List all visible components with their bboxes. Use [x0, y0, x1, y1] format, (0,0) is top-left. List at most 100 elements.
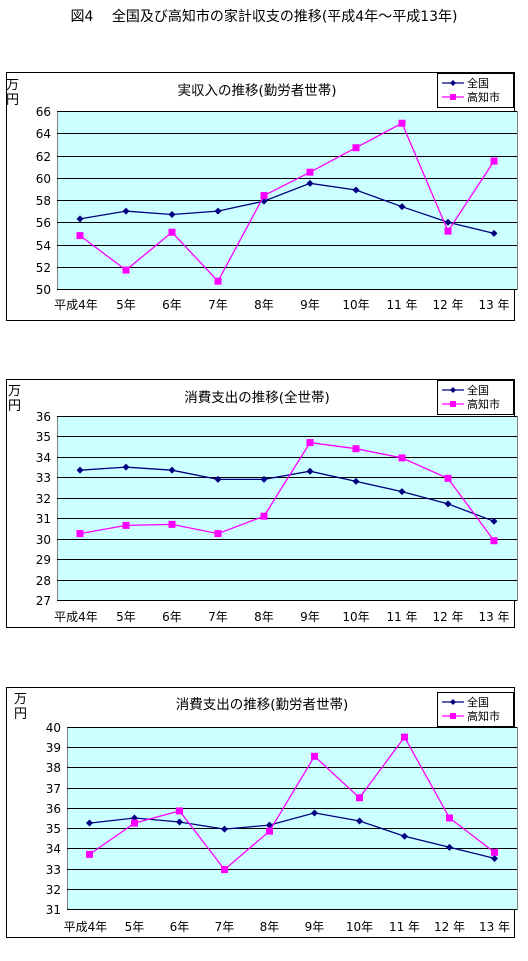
- data-point-kochi: [76, 232, 84, 240]
- y-axis-label: 万円: [6, 78, 19, 108]
- data-point-kochi: [444, 474, 452, 482]
- data-point-national: [352, 186, 360, 194]
- data-point-national: [306, 467, 314, 475]
- data-point-national: [490, 517, 498, 525]
- y-tick-label: 33: [46, 863, 61, 877]
- data-point-national: [444, 218, 452, 226]
- y-tick-label: 38: [46, 761, 61, 775]
- x-tick-label: 6年: [162, 298, 182, 312]
- legend-box: [437, 692, 514, 727]
- data-point-kochi: [131, 819, 138, 827]
- data-point-kochi: [168, 228, 176, 236]
- data-point-national: [260, 475, 268, 483]
- data-point-kochi: [122, 521, 130, 529]
- x-tick-label: 13 年: [479, 920, 510, 934]
- series-line-national: [89, 812, 495, 860]
- data-point-kochi: [214, 277, 222, 285]
- data-point-kochi: [352, 144, 360, 152]
- x-tick-label: 12 年: [432, 610, 463, 624]
- y-tick-label: 50: [36, 283, 51, 297]
- y-tick-label: 62: [36, 150, 51, 164]
- y-tick-label: 39: [46, 741, 61, 755]
- legend-label: 全国: [467, 695, 489, 709]
- chart-title: 実収入の推移(勤労者世帯): [177, 83, 336, 99]
- y-tick-label: 32: [46, 883, 61, 897]
- y-tick-label: 34: [36, 451, 51, 465]
- data-point-national: [352, 477, 360, 485]
- data-point-national: [86, 819, 93, 827]
- data-point-kochi: [221, 866, 228, 874]
- data-point-kochi: [168, 520, 176, 528]
- y-tick-label: 40: [46, 721, 61, 735]
- legend-label: 全国: [467, 76, 489, 90]
- plot-area: [57, 416, 518, 601]
- data-point-national: [76, 466, 84, 474]
- y-tick-label: 27: [36, 594, 51, 608]
- data-point-national: [306, 179, 314, 187]
- data-point-national: [214, 207, 222, 215]
- legend-marker-kochi: [450, 94, 456, 100]
- chart-title: 消費支出の推移(勤労者世帯): [176, 697, 349, 713]
- x-tick-label: 5年: [116, 298, 136, 312]
- y-tick-label: 36: [36, 410, 51, 424]
- y-tick-label: 54: [36, 239, 51, 253]
- y-tick-label: 30: [36, 533, 51, 547]
- y-tick-label: 31: [36, 512, 51, 526]
- data-point-national: [490, 229, 498, 237]
- data-point-national: [401, 832, 408, 840]
- y-tick-label: 31: [46, 903, 61, 917]
- legend-marker-national: [450, 387, 456, 393]
- x-tick-label: 9年: [305, 920, 325, 934]
- data-point-kochi: [398, 454, 406, 462]
- series-line-national: [79, 466, 495, 522]
- x-tick-label: 平成4年: [64, 920, 108, 934]
- y-tick-label: 64: [36, 127, 51, 141]
- series-line-kochi: [79, 122, 495, 283]
- x-tick-label: 11 年: [389, 920, 420, 934]
- legend-label: 高知市: [467, 709, 500, 723]
- y-tick-label: 35: [46, 822, 61, 836]
- x-tick-label: 8年: [254, 298, 274, 312]
- data-point-national: [168, 210, 176, 218]
- legend-box: [437, 380, 514, 415]
- data-point-kochi: [122, 266, 130, 274]
- data-point-kochi: [266, 827, 273, 835]
- x-tick-label: 7年: [208, 610, 228, 624]
- data-point-kochi: [176, 807, 183, 815]
- data-point-national: [221, 825, 228, 833]
- y-tick-label: 32: [36, 492, 51, 506]
- y-tick-label: 36: [46, 802, 61, 816]
- y-axis-label: 万円: [14, 692, 27, 722]
- y-tick-label: 29: [36, 553, 51, 567]
- data-point-kochi: [306, 168, 314, 176]
- legend-label: 全国: [467, 383, 489, 397]
- legend-marker-national: [450, 80, 456, 86]
- data-point-national: [311, 809, 318, 817]
- data-point-national: [398, 488, 406, 496]
- data-point-kochi: [306, 439, 314, 447]
- x-tick-label: 7年: [208, 298, 228, 312]
- legend-marker-kochi: [450, 401, 456, 407]
- x-tick-label: 7年: [215, 920, 235, 934]
- data-point-national: [266, 821, 273, 829]
- y-tick-label: 56: [36, 216, 51, 230]
- legend-label: 高知市: [467, 90, 500, 104]
- data-point-national: [176, 818, 183, 826]
- series-line-national: [79, 182, 495, 235]
- data-point-kochi: [446, 814, 453, 822]
- data-point-kochi: [76, 530, 84, 538]
- y-tick-label: 66: [36, 105, 51, 119]
- y-tick-label: 34: [46, 842, 61, 856]
- legend-label: 高知市: [467, 397, 500, 411]
- legend-marker-national: [450, 699, 456, 705]
- data-point-kochi: [490, 537, 498, 545]
- data-point-kochi: [491, 848, 498, 856]
- x-tick-label: 13 年: [478, 610, 509, 624]
- x-tick-label: 6年: [162, 610, 182, 624]
- x-tick-label: 9年: [300, 610, 320, 624]
- data-point-kochi: [214, 530, 222, 538]
- y-tick-label: 33: [36, 471, 51, 485]
